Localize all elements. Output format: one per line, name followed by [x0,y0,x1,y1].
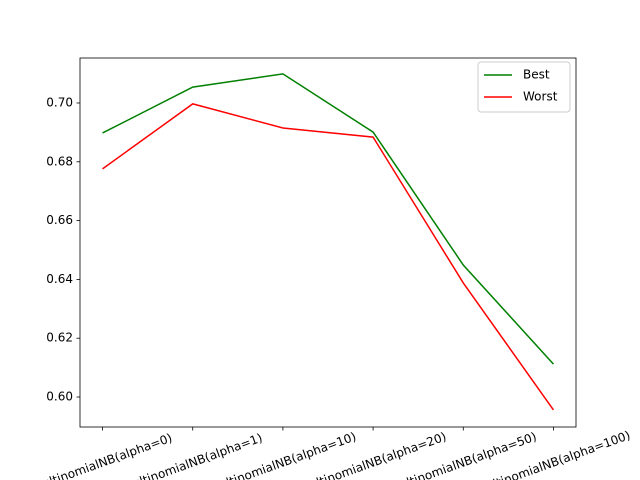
series-line [102,103,555,411]
y-tick-label: 0.68 [46,154,73,168]
plot-frame [79,57,577,428]
y-tick-label: 0.64 [46,272,73,286]
y-tick-label: 0.70 [46,95,73,109]
y-tick-label: 0.62 [46,331,73,345]
legend-label: Worst [523,90,558,104]
y-tick-label: 0.66 [46,213,73,227]
legend-label: Best [523,68,550,82]
series-line [102,73,555,365]
y-tick-label: 0.60 [46,390,73,404]
